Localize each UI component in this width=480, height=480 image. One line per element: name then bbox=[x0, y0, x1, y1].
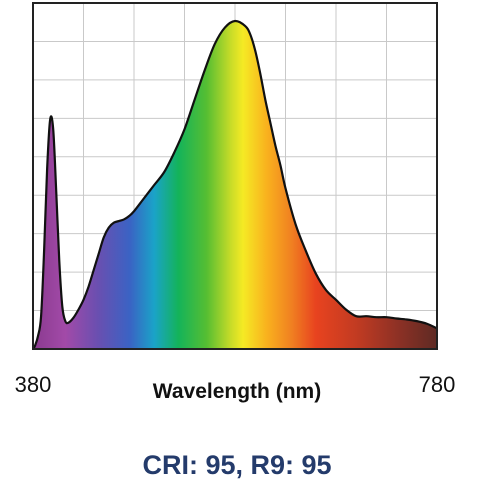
cri-footer-text: CRI: 95, R9: 95 bbox=[142, 450, 331, 480]
plot-frame bbox=[32, 2, 438, 350]
x-axis-label: Wavelength (nm) bbox=[153, 380, 321, 403]
x-tick-label-max: 780 bbox=[419, 372, 456, 397]
x-tick-label-min: 380 bbox=[15, 372, 52, 397]
spectrum-area bbox=[33, 20, 437, 349]
spectrum-outline bbox=[32, 19, 438, 350]
